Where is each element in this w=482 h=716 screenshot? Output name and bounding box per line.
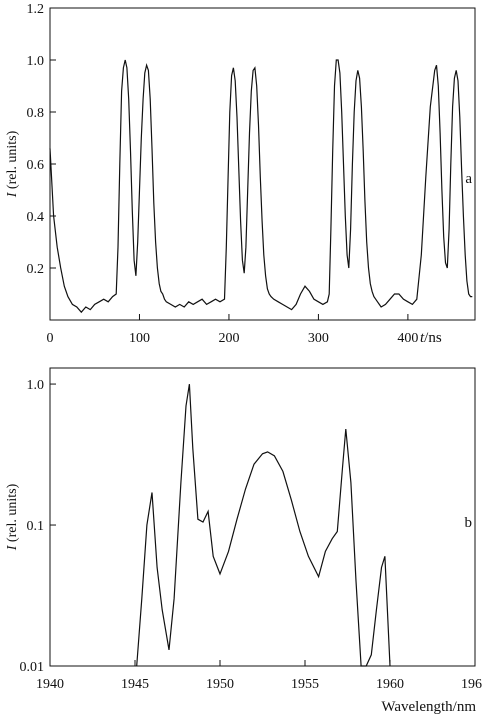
plot-frame-a <box>49 7 476 321</box>
x-tick-label: 1965 <box>461 677 482 692</box>
x-ticks-b: 1940 1945 1950 1955 1960 1965 <box>36 660 482 692</box>
chart-panel-a: 0.2 0.4 0.6 0.8 1.0 1.2 0 100 200 300 400 I (rel.… <box>5 2 476 346</box>
y-tick-label: 0.4 <box>27 210 45 225</box>
y-tick-label: 0.2 <box>27 262 45 277</box>
y-tick-label: 0.8 <box>27 106 45 121</box>
x-tick-label: 1945 <box>121 677 149 692</box>
x-axis-label-b: Wavelength/nm <box>381 699 476 715</box>
y-ticks-b: 0.01 0.1 1.0 <box>20 378 56 675</box>
x-tick-label: 1955 <box>291 677 319 692</box>
y-tick-label: 1.0 <box>27 54 45 69</box>
x-tick-label: 100 <box>129 331 150 346</box>
x-tick-label: 300 <box>308 331 329 346</box>
x-ticks-a: 0 100 200 300 400 <box>47 314 418 346</box>
x-tick-label: 1960 <box>376 677 404 692</box>
x-axis-label-a: t/ns <box>420 330 442 346</box>
x-tick-label: 1940 <box>36 677 64 692</box>
y-axis-label-b: I (rel. units) <box>5 483 20 551</box>
y-tick-label: 1.0 <box>27 378 45 393</box>
chart-panel-b: 0.01 0.1 1.0 1940 1945 1950 1955 1960 1965 I (r… <box>5 367 482 715</box>
panel-label-a: a <box>465 171 472 187</box>
x-tick-label: 1950 <box>206 677 234 692</box>
series-line-b <box>136 384 391 667</box>
y-tick-label: 0.1 <box>27 519 45 534</box>
series-line-a <box>49 59 473 314</box>
y-tick-label: 0.01 <box>20 660 45 675</box>
y-ticks-a: 0.2 0.4 0.6 0.8 1.0 1.2 <box>27 2 56 277</box>
x-tick-label: 0 <box>47 331 54 346</box>
x-tick-label: 200 <box>218 331 239 346</box>
y-axis-label-a: I (rel. units) <box>5 130 20 198</box>
y-tick-label: 0.6 <box>27 158 45 173</box>
y-tick-label: 1.2 <box>27 2 45 17</box>
panel-label-b: b <box>465 515 473 531</box>
plot-frame-b <box>49 367 476 667</box>
x-tick-label: 400 <box>397 331 418 346</box>
